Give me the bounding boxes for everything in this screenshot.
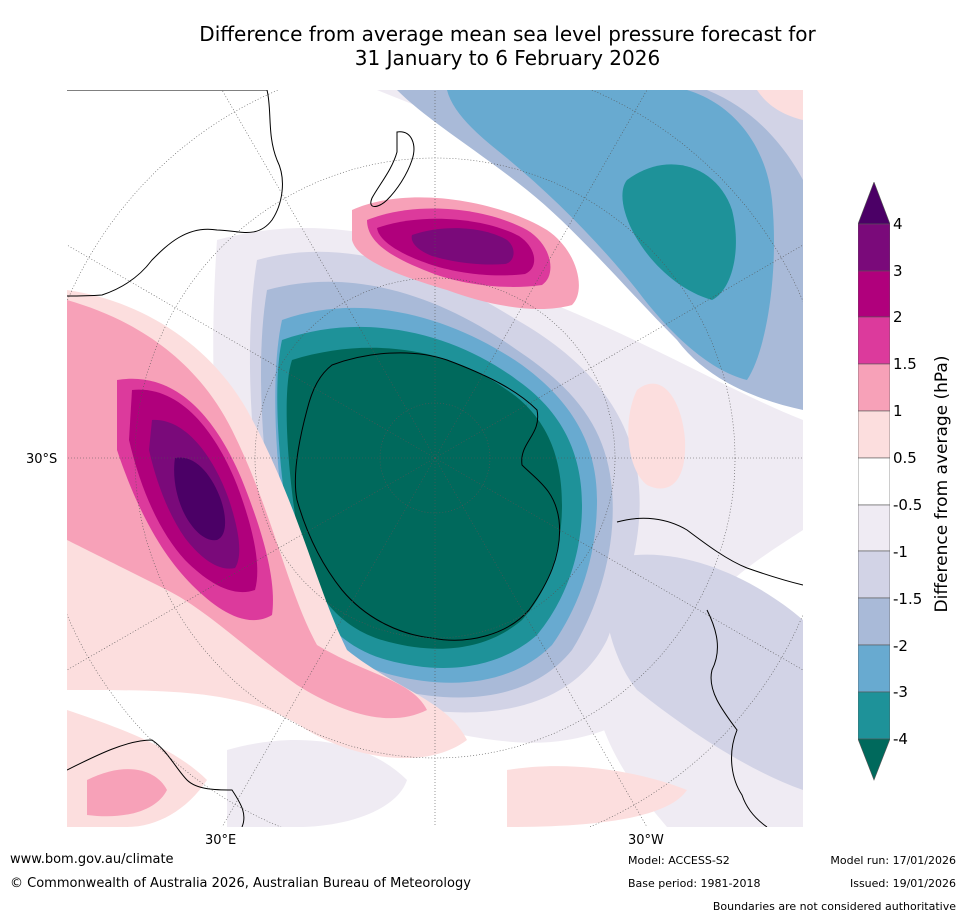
colorbar-tick: -3 <box>893 683 908 701</box>
antarctica-coastline <box>294 352 561 641</box>
australia-coastline <box>67 90 283 297</box>
title-line-1: Difference from average mean sea level p… <box>199 22 816 46</box>
colorbar-tick: 3 <box>893 262 903 280</box>
title-line-2: 31 January to 6 February 2026 <box>354 46 661 70</box>
colorbar-tick: 1.5 <box>893 355 917 373</box>
model-name: Model: ACCESS-S2 <box>628 854 730 867</box>
issued-date: Issued: 19/01/2026 <box>849 877 956 890</box>
anomaly-neg-weak-southwest <box>227 740 407 827</box>
colorbar-segment-m3-m2 <box>857 644 891 693</box>
anomaly-pos-weak-northeast <box>757 90 803 120</box>
colorbar-segment-05-1 <box>857 410 891 459</box>
colorbar-segment-3-4 <box>857 223 891 272</box>
colorbar-segment-m15-m1 <box>857 550 891 599</box>
anomaly-pos-3-north <box>411 228 514 265</box>
copyright-notice: © Commonwealth of Australia 2026, Austra… <box>10 876 471 891</box>
south-america-coastline <box>616 517 803 827</box>
colorbar-segment-m2-m15 <box>857 597 891 646</box>
anomaly-pos-weak-east <box>628 383 686 489</box>
base-period: Base period: 1981-2018 <box>628 877 761 890</box>
map-svg <box>67 90 803 827</box>
anomaly-neg-15-southeast <box>603 554 803 790</box>
pressure-anomaly-map <box>67 90 803 827</box>
colorbar-tick: -1 <box>893 543 908 561</box>
longitude-label-30w: 30°W <box>628 833 664 848</box>
colorbar-segment-neutral <box>857 457 891 506</box>
colorbar-tick: -2 <box>893 637 908 655</box>
boundaries-disclaimer: Boundaries are not considered authoritat… <box>712 900 956 913</box>
map-title: Difference from average mean sea level p… <box>60 22 955 70</box>
new-zealand-coastline <box>370 131 415 207</box>
colorbar-tick: 2 <box>893 308 903 326</box>
anomaly-pos-4-west <box>174 457 226 541</box>
graticule <box>67 90 803 827</box>
colorbar-tick: -1.5 <box>893 590 923 608</box>
colorbar-tick: 4 <box>893 215 903 233</box>
anomaly-pos-weak-south <box>507 766 687 827</box>
longitude-label-30e: 30°E <box>205 833 237 848</box>
latitude-label-30s: 30°S <box>26 452 58 467</box>
anomaly-neg-extreme-core <box>286 347 562 649</box>
anomaly-neg-3-north <box>447 90 775 380</box>
colorbar-segment-1-15 <box>857 363 891 412</box>
africa-coastline <box>67 739 245 827</box>
model-run-date: Model run: 17/01/2026 <box>830 854 956 867</box>
colorbar-segment-15-2 <box>857 316 891 365</box>
anomaly-neg-4-north <box>622 164 736 300</box>
colorbar-segment-m4-m3 <box>857 691 891 740</box>
colorbar-tick: 1 <box>893 402 903 420</box>
anomaly-pos-1-southwest <box>87 769 167 817</box>
colorbar-tick: 0.5 <box>893 449 917 467</box>
colorbar-svg <box>857 181 891 781</box>
colorbar-segment-above-4 <box>857 181 891 225</box>
colorbar-tick: -0.5 <box>893 496 923 514</box>
colorbar-tick: -4 <box>893 730 908 748</box>
colorbar-segment-2-3 <box>857 270 891 318</box>
website-link[interactable]: www.bom.gov.au/climate <box>10 852 174 867</box>
colorbar-segment-below-m4 <box>857 738 891 781</box>
colorbar <box>857 181 891 782</box>
colorbar-title: Difference from average (hPa) <box>932 355 952 613</box>
colorbar-segment-m1-m05 <box>857 504 891 552</box>
